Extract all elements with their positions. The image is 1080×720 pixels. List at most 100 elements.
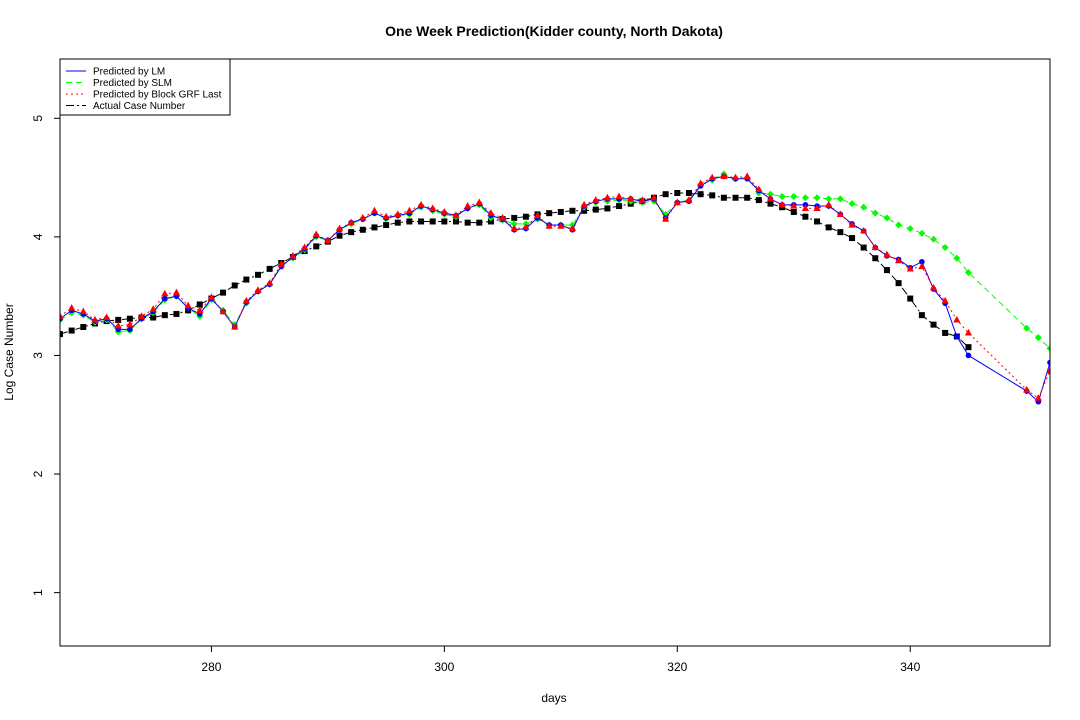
data-point [1023,385,1031,393]
data-point [336,232,343,239]
data-point [1046,344,1050,352]
data-point [137,312,146,319]
data-point [522,213,529,220]
data-point [60,331,63,338]
data-point [860,244,867,251]
data-point [778,193,786,201]
data-point [254,286,262,293]
data-point [662,215,670,222]
data-point [476,219,483,226]
y-tick-label: 2 [31,470,45,477]
data-point [732,194,739,201]
data-point [429,204,437,212]
data-point [615,192,623,200]
legend-item: Predicted by Block GRF Last [66,90,222,101]
data-point [173,310,180,317]
data-point [313,243,320,250]
data-point [68,304,76,311]
data-point [767,200,774,207]
data-point [80,324,87,331]
data-point [895,280,902,287]
data-point [906,225,914,233]
data-point [266,279,274,286]
data-point [918,262,926,270]
data-point [557,222,565,229]
data-point [790,193,798,201]
chart-title: One Week Prediction(Kidder county, North… [385,23,723,39]
y-tick-label: 3 [31,352,45,359]
data-point [464,219,471,226]
data-point [778,200,786,208]
data-point [452,211,460,219]
series-layer [60,170,1050,405]
data-point [894,256,903,264]
legend-label: Predicted by Block GRF Last [93,90,222,101]
data-point [1034,394,1042,401]
data-point [348,229,355,236]
data-point [919,258,925,265]
data-point [511,214,518,221]
data-point [255,271,261,278]
data-point [849,235,855,242]
data-point [1034,334,1042,342]
data-point [720,172,728,179]
data-point [685,190,692,197]
data-point [801,204,810,212]
data-point [394,210,402,217]
data-point [604,205,611,212]
data-point [300,243,309,251]
y-axis-label: Log Case Number [2,303,16,400]
data-point [825,195,833,203]
data-point [114,321,122,329]
series-line [60,175,1050,399]
data-point [464,202,472,209]
legend-label: Predicted by LM [93,67,165,78]
data-point [115,316,122,323]
data-point [266,265,273,272]
data-point [335,224,344,232]
data-point [127,326,133,333]
legend-label: Predicted by SLM [93,78,172,89]
data-point [289,251,297,259]
data-point [930,235,938,243]
data-point [1023,324,1031,332]
data-point [453,218,459,225]
data-point [860,203,868,211]
data-point [68,327,75,334]
data-point [883,250,891,258]
data-point [91,315,99,323]
data-point [964,328,973,336]
data-point [801,194,809,202]
data-point [487,218,494,225]
data-point [883,214,891,222]
data-point [371,224,378,231]
data-point [220,289,227,296]
data-point [708,173,716,181]
data-point [906,264,914,272]
series-line [60,175,1050,403]
x-tick-label: 340 [900,660,920,674]
data-point [126,315,133,322]
data-point [440,207,448,215]
data-point [674,190,681,197]
data-point [836,195,844,203]
x-tick-label: 300 [434,660,454,674]
data-point [790,208,797,215]
legend-item: Actual Case Number [66,101,186,112]
data-point [242,296,250,304]
data-point [79,307,87,315]
data-point [941,244,949,252]
y-tick-label: 4 [31,233,45,240]
data-point [207,293,216,300]
data-point [417,200,425,208]
data-point [546,210,553,217]
data-point [825,200,833,208]
data-point [918,229,926,237]
data-point [510,220,518,228]
data-point [382,212,390,220]
data-point [126,320,134,328]
data-point [685,196,693,203]
data-point [603,193,612,201]
data-point [545,222,553,229]
